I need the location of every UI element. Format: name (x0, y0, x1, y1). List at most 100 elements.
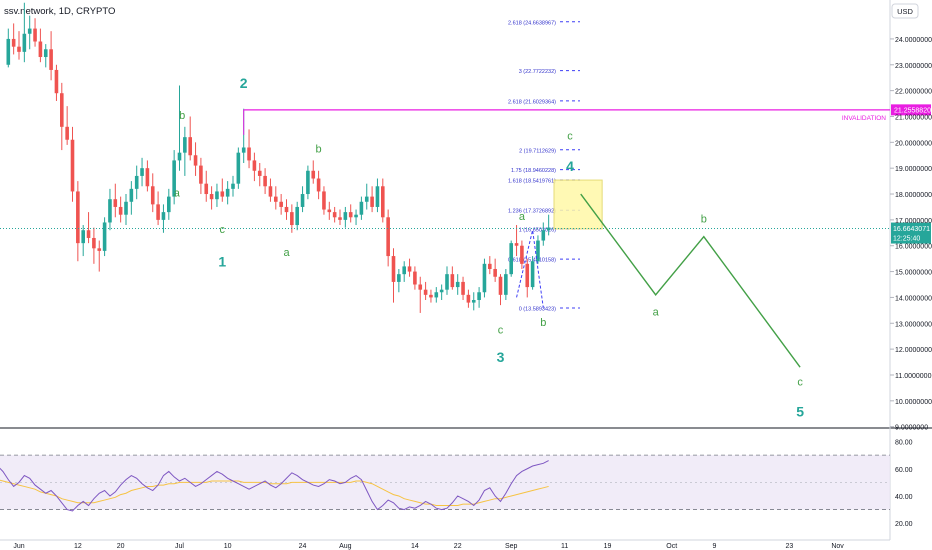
target-zone (553, 179, 603, 230)
wave-projection (516, 193, 801, 368)
time-tick-label: 22 (454, 543, 462, 550)
invalidation-label: INVALIDATION (842, 115, 886, 122)
candle-body (279, 201, 283, 207)
rsi-tick-label: 40.00 (895, 494, 913, 501)
candle-body (493, 268, 497, 277)
price-tick-label: 12.0000000 (895, 347, 932, 354)
wave-label-major: 2 (240, 75, 248, 91)
fib-level-label: 2.618 (24.6638967) (508, 20, 556, 26)
candle-body (300, 194, 305, 207)
time-tick-label: 12 (74, 543, 82, 550)
candle-body (381, 186, 385, 218)
fib-level-label: 0.618 (15.4810158) (508, 258, 556, 264)
candle-body (322, 191, 326, 210)
candle-body (386, 217, 390, 257)
fib-level-label: 1.236 (17.3726892) (508, 209, 556, 215)
candle-body (332, 212, 337, 218)
candle-body (231, 183, 235, 189)
candle-body (375, 186, 380, 207)
price-tick-label: 24.0000000 (895, 37, 932, 44)
chart-title: ssv.network, 1D, CRYPTO (4, 6, 115, 17)
time-axis[interactable]: Jun 12 20 Jul 10 24 Aug 14 22 Sep 11 19 Oct 9 23 Nov (13, 543, 844, 550)
price-tick-label: 22.0000000 (895, 89, 932, 96)
fib-level-label: 3 (22.7722232) (519, 69, 556, 75)
fib-level-label: 0 (13.5893423) (519, 307, 556, 313)
time-tick-label: 10 (224, 543, 232, 550)
time-tick-label: 20 (117, 543, 125, 550)
wave-label-minor: a (283, 247, 290, 259)
candle-body (418, 284, 423, 290)
time-tick-label: Oct (666, 543, 677, 550)
candle-body (188, 137, 192, 156)
candle-body (546, 227, 551, 231)
rsi-tick-label: 80.00 (895, 440, 913, 447)
time-tick-label: 14 (411, 543, 419, 550)
fib-level-label: 1 (16.6503026) (519, 227, 556, 233)
candlestick-series (6, 2, 551, 313)
candle-body (150, 186, 155, 205)
candle-body (33, 28, 37, 42)
price-tick-label: 14.0000000 (895, 295, 932, 302)
price-tick-label: 16.0000000 (895, 244, 932, 251)
fib-anchor-path (516, 230, 544, 308)
candle-body (455, 281, 460, 288)
candle-body (60, 93, 64, 127)
rsi-pane: 20.00 40.00 60.00 80.00 (0, 440, 913, 528)
candle-body (370, 196, 374, 207)
candle-body (423, 289, 428, 295)
price-tick-label: 19.0000000 (895, 166, 932, 173)
wave-label-minor: c (220, 224, 226, 236)
candle-body (514, 243, 519, 246)
fib-level-label: 1.75 (18.9460228) (511, 168, 556, 174)
candle-body (6, 38, 11, 65)
candle-body (65, 126, 69, 140)
candle-body (338, 217, 342, 220)
candle-body (429, 294, 433, 298)
candle-body (290, 212, 294, 226)
candle-body (525, 263, 530, 288)
candle-body (177, 152, 182, 161)
price-axis[interactable]: 9.0000000 10.0000000 11.0000000 12.0000000 1… (890, 37, 932, 432)
fib-level-label: 2.618 (21.6029364) (508, 99, 556, 105)
candle-body (97, 248, 102, 251)
rsi-line (0, 460, 549, 512)
candle-body (445, 274, 449, 290)
wave-labels: b a c 1 2 b a a c 3 b c 4 b a c 5 (174, 75, 804, 419)
candle-body (17, 46, 21, 52)
candle-body (434, 292, 439, 298)
wave-label-major: 4 (566, 158, 574, 174)
price-tick-label: 17.0000000 (895, 218, 932, 225)
candle-body (488, 263, 492, 269)
candle-body (466, 294, 471, 303)
candle-body (509, 243, 513, 275)
candle-body (225, 188, 230, 197)
candle-body (397, 274, 401, 282)
time-tick-label: Aug (339, 543, 352, 550)
candle-body (49, 49, 53, 70)
wave-label-minor: b (179, 110, 185, 122)
candle-body (482, 263, 487, 293)
candle-body (241, 147, 246, 153)
candle-body (102, 222, 107, 251)
time-tick-label: 19 (604, 543, 612, 550)
candle-body (295, 206, 299, 226)
candle-body (343, 212, 348, 220)
price-tick-label: 15.0000000 (895, 270, 932, 277)
candle-body (22, 33, 27, 52)
countdown-label: 12:25:40 (893, 236, 920, 243)
currency-button[interactable]: USD (891, 3, 919, 19)
candle-body (450, 274, 455, 288)
candle-body (413, 271, 417, 285)
candle-body (402, 266, 406, 275)
candle-body (498, 276, 503, 295)
candle-body (54, 69, 59, 94)
time-tick-label: 24 (299, 543, 307, 550)
candle-body (359, 201, 364, 215)
candle-body (76, 191, 80, 244)
invalidation-price-label: 21.2558820 (894, 107, 931, 114)
fib-level-label: 2 (19.7112629) (519, 148, 556, 154)
candle-body (134, 175, 139, 189)
price-tick-label: 18.0000000 (895, 192, 932, 199)
candle-body (504, 274, 508, 295)
